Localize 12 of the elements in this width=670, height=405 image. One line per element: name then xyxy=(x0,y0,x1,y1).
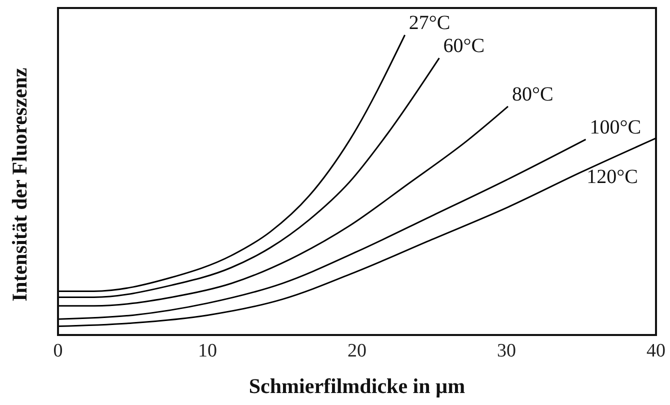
series-label: 27°C xyxy=(408,12,450,34)
x-axis-title: Schmierfilmdicke in µm xyxy=(248,374,466,398)
y-axis-title: Intensität der Fluoreszenz xyxy=(7,68,32,302)
x-tick-label: 30 xyxy=(497,340,516,362)
x-tick-label: 20 xyxy=(348,340,366,362)
series-label: 60°C xyxy=(443,35,485,58)
x-tick-label: 0 xyxy=(53,340,63,362)
x-tick-label: 40 xyxy=(646,340,666,362)
series-label: 120°C xyxy=(586,166,638,188)
series-label: 100°C xyxy=(590,116,642,138)
series-label: 80°C xyxy=(512,83,554,106)
x-tick-label: 10 xyxy=(198,340,217,362)
